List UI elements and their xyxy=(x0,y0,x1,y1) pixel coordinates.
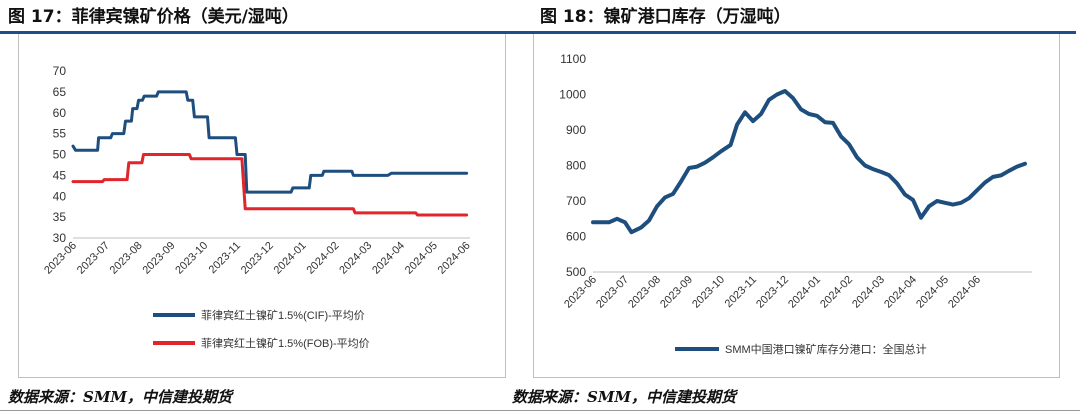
x-tick-label: 2024-01 xyxy=(786,274,823,311)
y-tick-label: 45 xyxy=(53,168,67,182)
series-line xyxy=(591,89,1027,235)
x-tick-label: 2023-06 xyxy=(42,240,79,277)
y-tick-label: 1000 xyxy=(559,88,586,102)
x-tick-label: 2023-12 xyxy=(754,274,791,311)
x-tick-label: 2023-10 xyxy=(173,240,210,277)
x-tick-label: 2023-11 xyxy=(207,240,243,276)
chart-frame xyxy=(533,34,1060,378)
legend-label: 菲律宾红土镍矿1.5%(FOB)-平均价 xyxy=(201,336,370,350)
x-tick-label: 2023-06 xyxy=(562,274,599,311)
x-tick-label: 2024-06 xyxy=(946,274,983,311)
x-tick-label: 2024-05 xyxy=(403,240,440,277)
y-tick-label: 600 xyxy=(566,230,586,244)
price-chart-svg: 3035404550556065702023-062023-072023-082… xyxy=(42,64,473,350)
x-tick-label: 2024-02 xyxy=(818,274,855,311)
title-underline xyxy=(528,31,1076,34)
x-tick-label: 2023-08 xyxy=(626,274,663,311)
inventory-chart-svg: 500600700800900100011002023-062023-07202… xyxy=(559,52,1032,356)
chart-title: 图 17：菲律宾镍矿价格（美元/湿吨） xyxy=(8,7,299,27)
x-tick-label: 2023-11 xyxy=(723,274,759,310)
chart-frame xyxy=(18,34,506,378)
y-tick-label: 70 xyxy=(53,64,67,78)
x-tick-label: 2024-03 xyxy=(850,274,887,311)
x-tick-label: 2023-09 xyxy=(140,240,177,277)
legend-label: 菲律宾红土镍矿1.5%(CIF)-平均价 xyxy=(201,308,365,322)
y-tick-label: 35 xyxy=(53,210,67,224)
x-tick-label: 2023-09 xyxy=(658,274,695,311)
y-tick-label: 55 xyxy=(53,127,67,141)
footer-divider xyxy=(0,410,1080,411)
y-tick-label: 800 xyxy=(566,159,586,173)
y-tick-label: 30 xyxy=(53,231,67,245)
y-tick-label: 500 xyxy=(566,265,586,279)
y-tick-label: 40 xyxy=(53,189,67,203)
chart-panel-port-inventory: 图 18：镍矿港口库存（万湿吨） 500 600 700 800 900 1000 1100… xyxy=(512,0,1080,417)
x-tick-label: 2023-12 xyxy=(239,240,276,277)
x-tick-label: 2024-06 xyxy=(436,240,473,277)
x-tick-label: 2024-04 xyxy=(370,240,407,277)
x-tick-label: 2024-04 xyxy=(882,274,919,311)
x-tick-label: 2024-02 xyxy=(304,240,341,277)
series-line xyxy=(71,90,469,194)
y-tick-label: 700 xyxy=(566,194,586,208)
source-note: 数据来源：SMM，中信建投期货 xyxy=(512,388,737,406)
x-tick-label: 2023-10 xyxy=(690,274,727,311)
x-tick-label: 2024-03 xyxy=(337,240,374,277)
x-tick-label: 2024-01 xyxy=(272,240,309,277)
y-tick-label: 60 xyxy=(53,106,67,120)
source-note: 数据来源：SMM，中信建投期货 xyxy=(8,388,233,406)
x-tick-label: 2023-08 xyxy=(108,240,145,277)
chart-title: 图 18：镍矿港口库存（万湿吨） xyxy=(540,7,791,27)
y-tick-label: 900 xyxy=(566,123,586,137)
y-tick-label: 65 xyxy=(53,85,67,99)
legend-label: SMM中国港口镍矿库存分港口：全国总计 xyxy=(725,342,927,356)
chart-panel-nickel-ore-price: 图 17：菲律宾镍矿价格（美元/湿吨） 30 35 40 45 50 55 60 65 70 20… xyxy=(0,7,540,406)
x-tick-label: 2024-05 xyxy=(914,274,951,311)
y-tick-label: 1100 xyxy=(560,52,586,66)
x-tick-label: 2023-07 xyxy=(75,240,112,277)
y-tick-label: 50 xyxy=(53,148,67,162)
series-line xyxy=(71,153,469,217)
title-underline xyxy=(0,31,540,34)
x-tick-label: 2023-07 xyxy=(594,274,631,311)
